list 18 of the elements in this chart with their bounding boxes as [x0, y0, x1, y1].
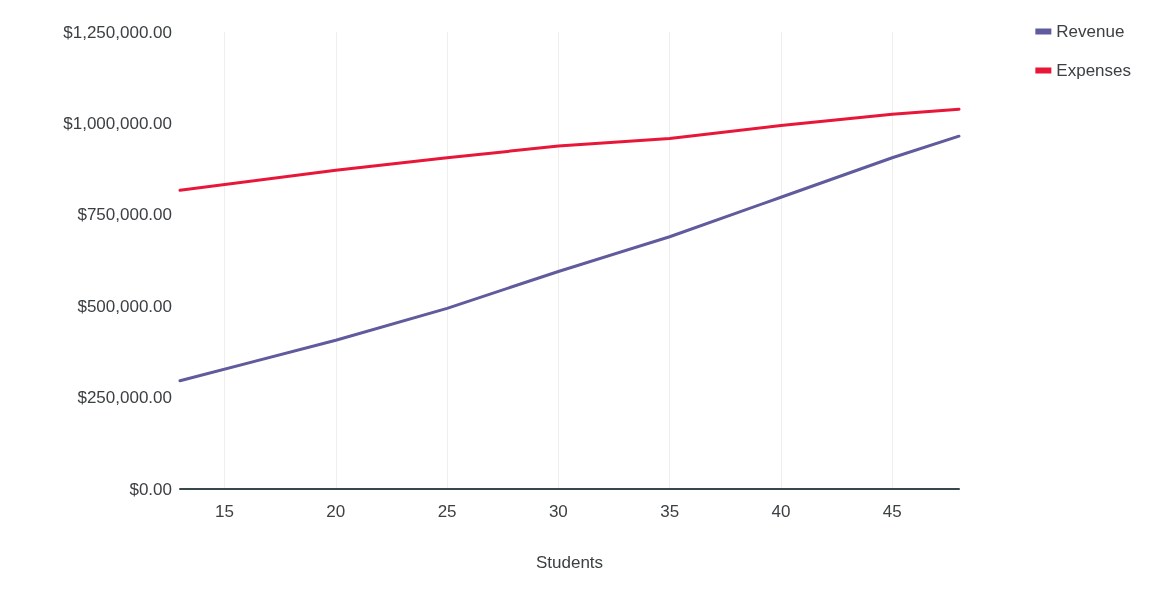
- x-tick-label: 15: [215, 502, 234, 521]
- y-tick-label: $750,000.00: [77, 205, 172, 225]
- y-tick-label: $1,250,000.00: [63, 22, 172, 42]
- y-tick-label: $0.00: [129, 479, 172, 499]
- x-axis-title: Students: [535, 553, 604, 572]
- x-tick-label: 35: [660, 502, 680, 521]
- line-series: [178, 107, 961, 192]
- y-tick-label: $250,000.00: [77, 388, 172, 408]
- x-tick-label: 30: [548, 502, 568, 521]
- y-tick-label: $500,000.00: [77, 296, 172, 316]
- x-tick-label: 25: [437, 502, 457, 521]
- y-tick-label: $1,000,000.00: [63, 113, 172, 133]
- legend-label: Revenue: [1056, 22, 1125, 41]
- x-tick-label: 20: [326, 502, 346, 521]
- x-tick-label: 45: [882, 502, 902, 521]
- legend-label: Expenses: [1056, 61, 1132, 80]
- line-series: [178, 134, 961, 383]
- x-tick-label: 40: [771, 502, 791, 521]
